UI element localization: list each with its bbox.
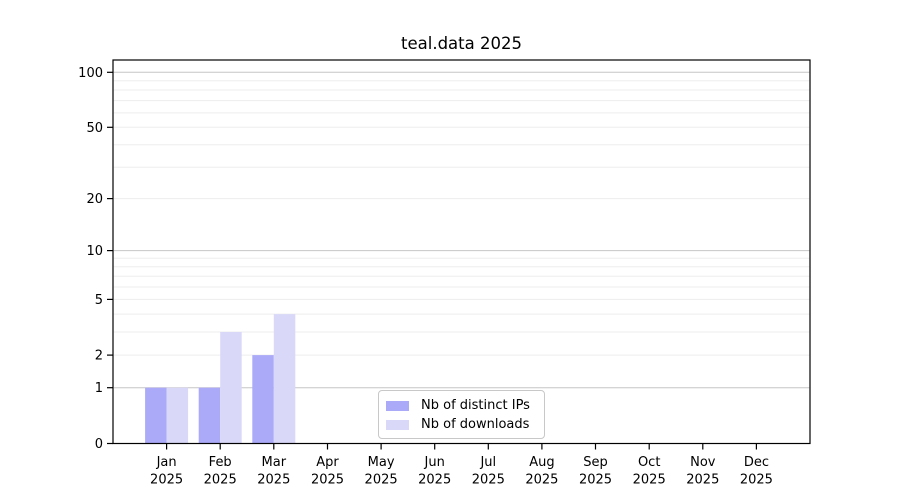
x-tick-label-month: Apr	[316, 455, 339, 470]
x-tick-label-year: 2025	[311, 473, 344, 488]
chart-title: teal.data 2025	[401, 34, 522, 53]
x-tick-label-month: Mar	[262, 455, 287, 470]
y-tick-label: 20	[86, 192, 103, 207]
y-tick-label: 2	[95, 349, 103, 364]
x-tick-label-year: 2025	[204, 473, 237, 488]
bar-downloads	[273, 314, 296, 444]
x-tick-label-year: 2025	[740, 473, 773, 488]
legend-box: Nb of distinct IPs Nb of downloads	[378, 390, 545, 439]
bar-distinct-ips	[198, 387, 221, 444]
y-tick-label: 1	[95, 381, 103, 396]
x-tick-label-year: 2025	[418, 473, 451, 488]
y-tick-label: 50	[86, 121, 103, 136]
legend-entry-downloads: Nb of downloads	[386, 415, 536, 434]
y-tick-label: 0	[95, 437, 103, 452]
x-tick-label-month: Nov	[690, 455, 716, 470]
axes-frame	[112, 59, 811, 445]
x-tick-label-year: 2025	[525, 473, 558, 488]
legend-label-downloads: Nb of downloads	[421, 417, 530, 432]
x-tick-label-year: 2025	[257, 473, 290, 488]
x-tick-label-month: Jan	[156, 455, 177, 470]
y-tick-label: 10	[86, 244, 103, 259]
x-tick-label-month: May	[368, 455, 395, 470]
x-tick-label-month: Dec	[744, 455, 769, 470]
x-tick-label-month: Oct	[638, 455, 660, 470]
x-tick-label-year: 2025	[686, 473, 719, 488]
x-tick-label-month: Jun	[424, 455, 445, 470]
legend-swatch-distinct-ips	[386, 400, 409, 411]
bar-distinct-ips	[145, 387, 167, 444]
x-tick-label-month: Aug	[529, 455, 554, 470]
legend-swatch-downloads	[386, 419, 409, 430]
x-tick-label-year: 2025	[472, 473, 505, 488]
x-tick-label-month: Jul	[479, 455, 496, 470]
x-tick-label-month: Feb	[209, 455, 232, 470]
bar-distinct-ips	[252, 355, 274, 444]
bar-downloads	[220, 332, 242, 444]
x-tick-label-year: 2025	[579, 473, 612, 488]
y-tick-label: 100	[78, 66, 103, 81]
legend-label-distinct-ips: Nb of distinct IPs	[421, 398, 530, 413]
legend-entry-distinct-ips: Nb of distinct IPs	[386, 396, 536, 415]
x-tick-label-year: 2025	[365, 473, 398, 488]
bar-downloads	[166, 387, 189, 444]
x-tick-label-month: Sep	[583, 455, 608, 470]
x-tick-label-year: 2025	[150, 473, 183, 488]
y-tick-label: 5	[95, 293, 103, 308]
x-tick-label-year: 2025	[633, 473, 666, 488]
